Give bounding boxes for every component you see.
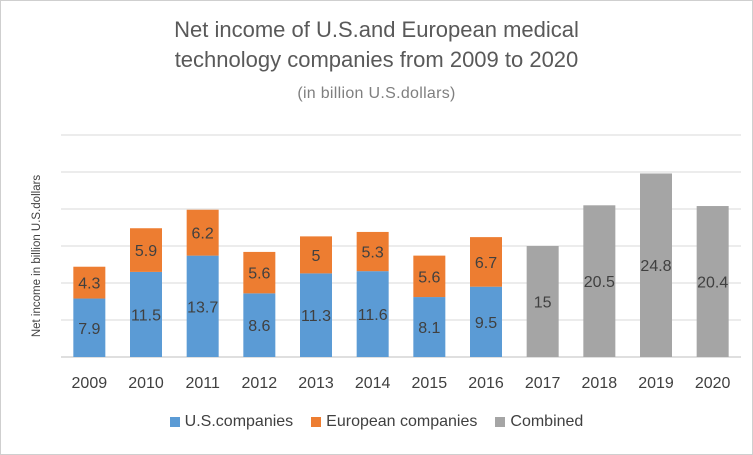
- bar-u-s-companies-2016: [470, 286, 502, 357]
- legend-label: European companies: [326, 413, 478, 430]
- data-label: 20.4: [697, 275, 728, 292]
- data-label: 5.9: [135, 243, 157, 260]
- bar-european-companies-2016: [470, 237, 502, 287]
- data-label: 8.6: [248, 318, 270, 335]
- x-tick-label: 2019: [638, 375, 674, 392]
- legend-item: U.S.companies: [169, 413, 294, 431]
- x-tick-label: 2010: [128, 375, 164, 392]
- x-tick-label: 2020: [695, 375, 731, 392]
- chart-title-line-1: Net income of U.S.and European medical: [174, 17, 579, 42]
- data-label: 11.5: [131, 307, 161, 324]
- bar-u-s-companies-2010: [130, 271, 162, 357]
- bar-u-s-companies-2012: [243, 293, 276, 357]
- chart-title: Net income of U.S.and European medical t…: [1, 15, 752, 75]
- bar-u-s-companies-2014: [356, 271, 389, 357]
- x-tick-label: 2009: [72, 375, 108, 392]
- data-label: 5.3: [362, 245, 384, 262]
- x-tick-label: 2011: [185, 375, 220, 392]
- data-label: 6.2: [192, 226, 214, 243]
- bar-european-companies-2012: [243, 251, 276, 294]
- data-label: 24.8: [640, 258, 671, 275]
- bar-european-companies-2015: [413, 255, 446, 298]
- x-tick-label: 2017: [525, 375, 561, 392]
- legend-label: U.S.companies: [184, 413, 294, 430]
- bar-u-s-companies-2009: [73, 298, 106, 357]
- data-label: 8.1: [418, 320, 440, 337]
- bar-combined-2017: [526, 246, 559, 357]
- bar-u-s-companies-2011: [186, 255, 219, 357]
- data-label: 20.5: [584, 274, 615, 291]
- x-tick-label: 2014: [355, 375, 391, 392]
- bar-combined-2020: [696, 206, 729, 357]
- bar-combined-2018: [583, 205, 616, 357]
- bar-european-companies-2009: [73, 266, 106, 299]
- x-tick-label: 2012: [242, 375, 278, 392]
- bar-u-s-companies-2013: [300, 273, 332, 357]
- x-tick-label: 2016: [468, 375, 504, 392]
- bar-european-companies-2010: [130, 228, 162, 272]
- bar-european-companies-2011: [186, 209, 219, 256]
- legend-item: European companies: [311, 413, 477, 431]
- legend-label: Combined: [510, 413, 584, 430]
- chart-subtitle: (in billion U.S.dollars): [297, 85, 456, 102]
- chart-legend: U.S.companies European companies Combined: [1, 413, 752, 431]
- bar-european-companies-2013: [300, 236, 332, 274]
- bar-european-companies-2014: [356, 231, 389, 272]
- data-label: 11.3: [301, 308, 331, 325]
- data-label: 5.6: [248, 266, 270, 283]
- legend-item: Combined: [495, 413, 583, 431]
- bar-combined-2019: [640, 173, 672, 357]
- bar-u-s-companies-2015: [413, 297, 446, 357]
- data-label: 7.9: [78, 321, 100, 338]
- data-label: 11.6: [358, 307, 388, 324]
- x-tick-label: 2013: [298, 375, 334, 392]
- chart-title-line-2: technology companies from 2009 to 2020: [174, 47, 579, 72]
- legend-swatch: [169, 417, 180, 427]
- data-label: 15: [534, 295, 552, 312]
- legend-swatch: [495, 417, 506, 427]
- data-label: 6.7: [475, 255, 497, 272]
- legend-swatch: [311, 417, 322, 427]
- data-label: 5.6: [418, 269, 440, 286]
- data-label: 9.5: [475, 315, 497, 332]
- data-label: 13.7: [187, 299, 218, 316]
- bar-chart-plot: 7.9 4.3 2009 11.5 5.9 2010 13.7 6.2 2011 8.6 5.6 20…: [61, 134, 741, 392]
- data-label: 4.3: [78, 276, 100, 293]
- data-label: 5: [312, 248, 321, 265]
- x-tick-label: 2018: [582, 375, 618, 392]
- x-tick-label: 2015: [412, 375, 448, 392]
